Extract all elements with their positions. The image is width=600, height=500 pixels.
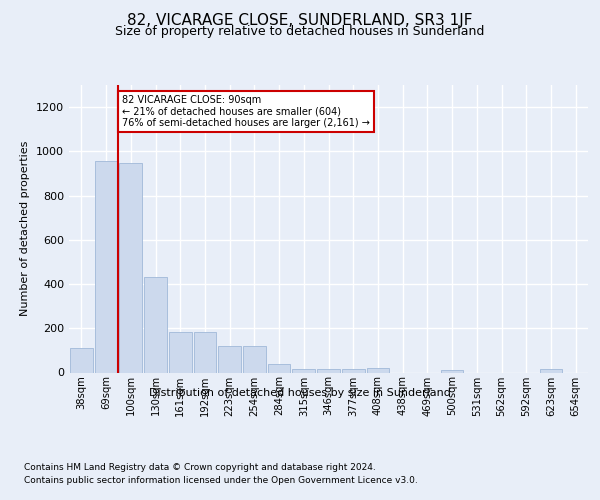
Text: 82 VICARAGE CLOSE: 90sqm
← 21% of detached houses are smaller (604)
76% of semi-: 82 VICARAGE CLOSE: 90sqm ← 21% of detach… <box>122 95 370 128</box>
Bar <box>243 346 266 372</box>
Text: Contains public sector information licensed under the Open Government Licence v3: Contains public sector information licen… <box>24 476 418 485</box>
Bar <box>539 369 562 372</box>
Bar <box>342 369 365 372</box>
Text: Contains HM Land Registry data © Crown copyright and database right 2024.: Contains HM Land Registry data © Crown c… <box>24 462 376 471</box>
Text: Distribution of detached houses by size in Sunderland: Distribution of detached houses by size … <box>149 388 451 398</box>
Y-axis label: Number of detached properties: Number of detached properties <box>20 141 31 316</box>
Bar <box>95 162 118 372</box>
Bar <box>70 348 93 372</box>
Bar <box>169 332 191 372</box>
Text: Size of property relative to detached houses in Sunderland: Size of property relative to detached ho… <box>115 25 485 38</box>
Bar <box>367 368 389 372</box>
Bar <box>268 364 290 372</box>
Bar <box>441 370 463 372</box>
Bar <box>218 346 241 372</box>
Text: 82, VICARAGE CLOSE, SUNDERLAND, SR3 1JF: 82, VICARAGE CLOSE, SUNDERLAND, SR3 1JF <box>127 12 473 28</box>
Bar <box>317 369 340 372</box>
Bar <box>119 163 142 372</box>
Bar <box>292 368 315 372</box>
Bar <box>144 278 167 372</box>
Bar <box>194 332 216 372</box>
